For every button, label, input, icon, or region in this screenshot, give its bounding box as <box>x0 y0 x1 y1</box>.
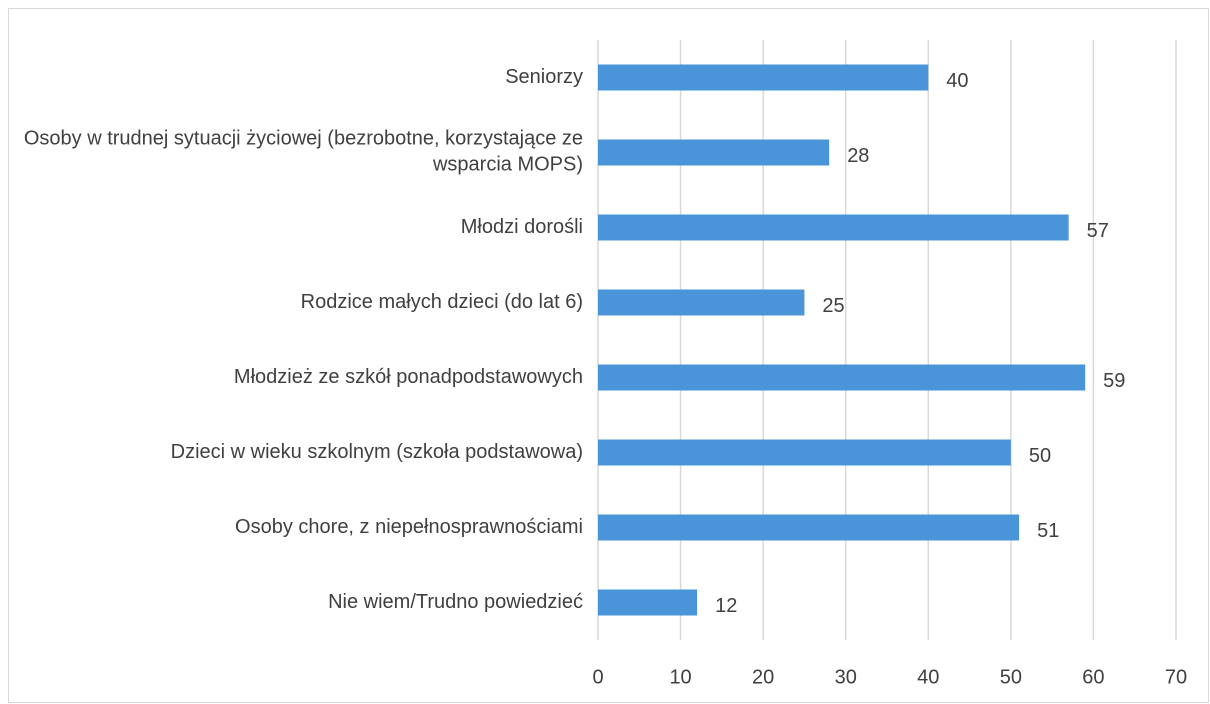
data-label: 50 <box>1029 445 1051 467</box>
x-tick-label: 30 <box>835 666 857 688</box>
bar <box>598 139 830 166</box>
y-tick-label: Osoby chore, z niepełnosprawnościami <box>235 516 583 538</box>
data-label: 25 <box>822 295 844 317</box>
x-tick-label: 60 <box>1082 666 1104 688</box>
y-tick-label: Nie wiem/Trudno powiedzieć <box>328 591 583 613</box>
data-label: 51 <box>1037 520 1059 542</box>
bar <box>598 439 1011 466</box>
x-tick-label: 0 <box>592 666 603 688</box>
bar <box>598 214 1069 241</box>
y-tick-label: Osoby w trudnej sytuacji życiowej (bezro… <box>24 128 583 176</box>
x-tick-label: 70 <box>1165 666 1187 688</box>
bar <box>598 514 1020 541</box>
data-label: 59 <box>1103 370 1125 392</box>
y-tick-label: Młodzi dorośli <box>461 216 583 238</box>
y-tick-label: Dzieci w wieku szkolnym (szkoła podstawo… <box>171 441 583 463</box>
y-tick-label: Młodzież ze szkół ponadpodstawowych <box>234 366 583 388</box>
y-tick-label: Rodzice małych dzieci (do lat 6) <box>301 291 583 313</box>
data-label: 57 <box>1087 220 1109 242</box>
x-tick-label: 50 <box>1000 666 1022 688</box>
chart-frame <box>8 8 1209 703</box>
data-label: 40 <box>946 70 968 92</box>
bar <box>598 364 1086 391</box>
bar <box>598 589 698 616</box>
bar <box>598 289 805 316</box>
x-tick-label: 40 <box>917 666 939 688</box>
data-label: 28 <box>847 145 869 167</box>
x-tick-label: 10 <box>669 666 691 688</box>
bar <box>598 64 929 91</box>
data-label: 12 <box>715 595 737 617</box>
x-tick-label: 20 <box>752 666 774 688</box>
y-tick-label: Seniorzy <box>505 66 583 88</box>
